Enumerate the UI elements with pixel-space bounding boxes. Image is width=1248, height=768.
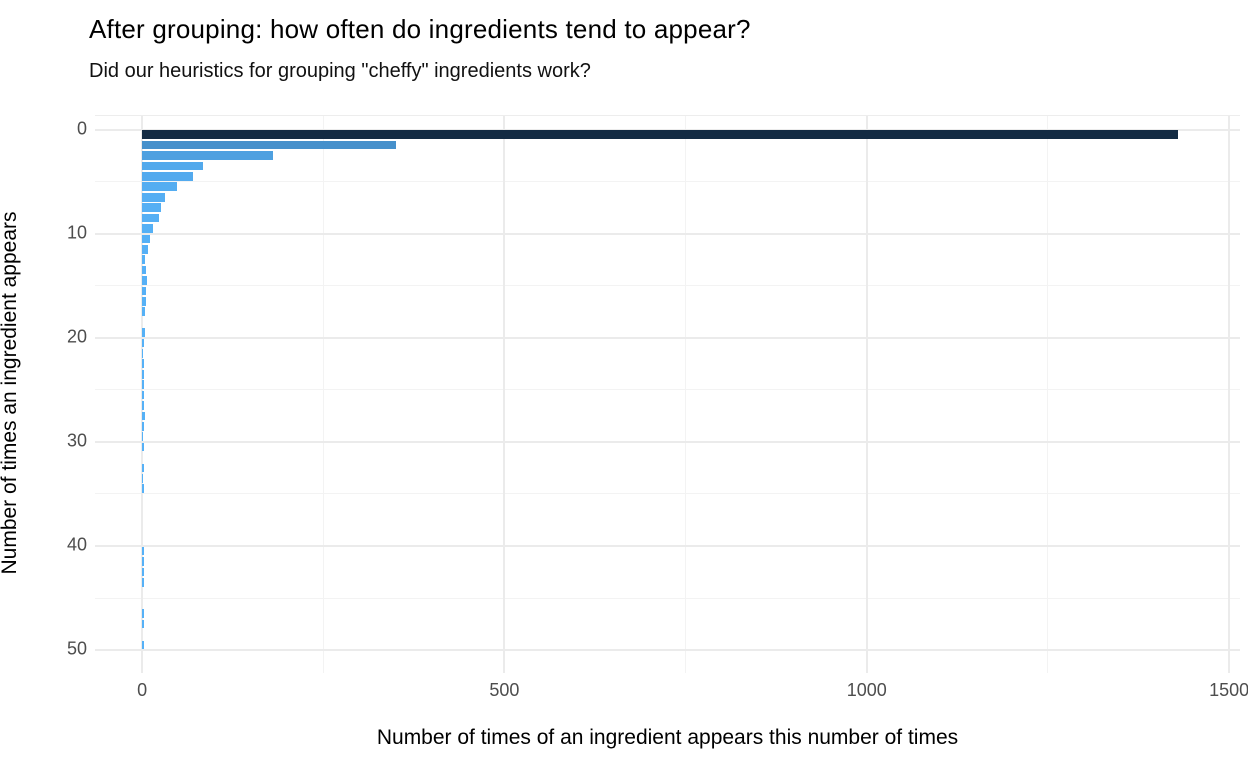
histogram-bar [142, 557, 144, 566]
chart-subtitle: Did our heuristics for grouping "cheffy"… [89, 60, 591, 82]
x-axis-title: Number of times of an ingredient appears… [376, 726, 959, 749]
y-major-gridline [95, 649, 1240, 652]
y-tick-label: 10 [66, 222, 87, 243]
x-major-gridline [865, 116, 868, 673]
histogram-bar [142, 380, 144, 389]
y-minor-gridline [95, 493, 1240, 495]
histogram-bar [142, 297, 146, 306]
histogram-bar [142, 328, 145, 337]
x-tick-label: 500 [489, 680, 520, 700]
histogram-bar [142, 151, 273, 160]
plot-panel [95, 115, 1240, 673]
histogram-bar [142, 411, 145, 421]
histogram-bar [142, 307, 145, 317]
histogram-bar [142, 213, 159, 223]
histogram-bar [142, 161, 203, 171]
x-major-gridline [503, 116, 506, 673]
histogram-bar [142, 390, 145, 400]
y-minor-gridline [95, 597, 1240, 599]
y-major-gridline [95, 336, 1240, 339]
y-axis-title: Number of times an ingredient appears [0, 211, 21, 575]
histogram-bar [142, 172, 193, 181]
histogram-bar [142, 546, 144, 556]
histogram-bar [142, 609, 144, 618]
histogram-bar [142, 474, 144, 483]
y-tick-label: 20 [66, 326, 87, 347]
x-minor-gridline [685, 116, 687, 673]
histogram-bar [142, 359, 144, 369]
x-major-gridline [1228, 116, 1231, 673]
histogram-bar [142, 255, 145, 264]
histogram-bar [142, 463, 144, 473]
histogram-bar [142, 349, 144, 358]
histogram-bar [142, 224, 153, 233]
y-major-gridline [95, 544, 1240, 547]
y-tick-label: 0 [76, 118, 87, 139]
histogram-bar [142, 578, 144, 587]
x-tick-label: 1000 [846, 680, 887, 700]
histogram-bar [142, 234, 151, 244]
y-minor-gridline [95, 285, 1240, 287]
histogram-bar [142, 338, 144, 348]
y-major-gridline [95, 440, 1240, 443]
y-major-gridline [95, 128, 1240, 131]
histogram-bar [142, 442, 144, 452]
histogram-bar [142, 484, 144, 494]
histogram-bar [142, 182, 177, 192]
histogram-bar [142, 369, 145, 379]
x-minor-gridline [322, 116, 324, 673]
y-major-gridline [95, 232, 1240, 235]
histogram-bar [142, 286, 147, 296]
histogram-bar [142, 421, 145, 431]
histogram-bar [142, 203, 161, 212]
y-tick-label: 50 [66, 638, 87, 659]
histogram-bar [142, 140, 396, 150]
x-minor-gridline [1047, 116, 1049, 673]
y-minor-gridline [95, 389, 1240, 391]
histogram-bar [142, 265, 147, 275]
y-tick-label: 40 [66, 534, 87, 555]
histogram-bar [142, 130, 1179, 140]
y-minor-gridline [95, 181, 1240, 183]
histogram-bar [142, 432, 144, 441]
histogram-bar [142, 276, 148, 285]
y-tick-label: 30 [66, 430, 87, 451]
histogram-bar [142, 619, 144, 629]
x-tick-label: 0 [137, 680, 148, 700]
histogram-bar [142, 192, 165, 202]
histogram-bar [142, 640, 144, 650]
x-tick-label: 1500 [1209, 680, 1248, 700]
histogram-bar [142, 567, 144, 577]
histogram-bar [142, 401, 144, 410]
histogram-bar [142, 244, 148, 254]
chart-title: After grouping: how often do ingredients… [89, 14, 751, 44]
